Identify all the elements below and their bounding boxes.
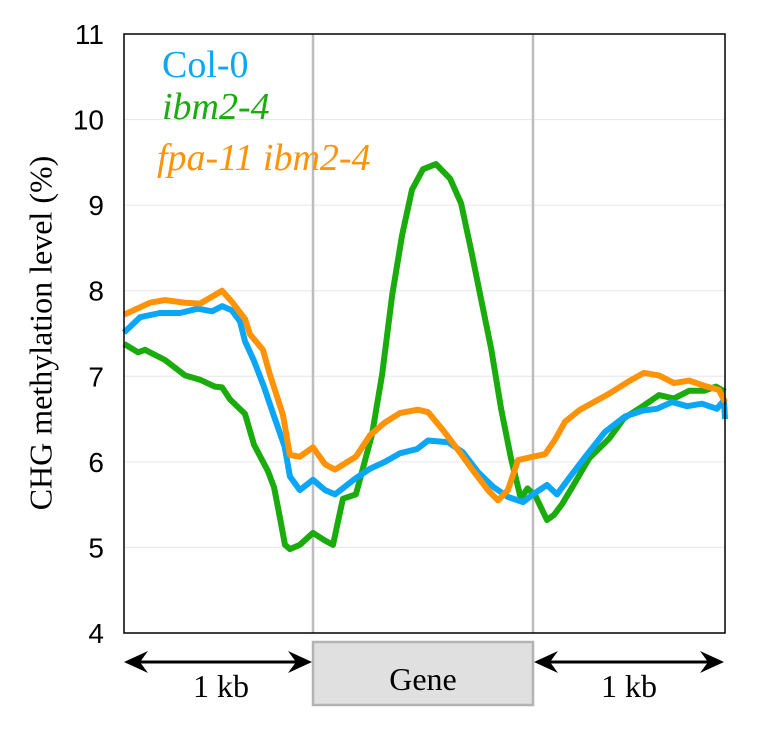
arrowhead-right-icon <box>288 651 312 673</box>
legend-entry-fpa-11-ibm2-4: fpa-11 ibm2-4 <box>157 137 371 179</box>
series-line-ibm2-4 <box>122 161 727 553</box>
gene-box <box>311 640 535 707</box>
plot-frame <box>123 33 726 634</box>
y-tick-label: 4 <box>88 618 104 649</box>
arrowhead-right-icon <box>700 651 724 673</box>
upstream-arrow <box>124 651 312 673</box>
y-tick-label: 6 <box>88 447 104 478</box>
y-tick-label: 5 <box>88 532 104 563</box>
series-lines <box>121 161 728 553</box>
gene-boundary-lines <box>311 34 535 633</box>
arrowhead-left-icon <box>124 651 148 673</box>
legend-entry-ibm2-4: ibm2-4 <box>162 86 270 128</box>
upstream-label: 1 kb <box>193 668 249 704</box>
y-tick-label: 10 <box>73 105 104 136</box>
arrowhead-left-icon <box>534 651 558 673</box>
downstream-arrow <box>534 651 724 673</box>
y-tick-label: 7 <box>88 361 104 392</box>
gene-schematic: 1 kb Gene 1 kb <box>124 640 724 707</box>
series-line-fpa-11-ibm2-4 <box>122 287 728 504</box>
series-line-col-0 <box>121 303 728 506</box>
legend: Col-0 ibm2-4 fpa-11 ibm2-4 <box>157 44 371 179</box>
y-tick-labels: 4 5 6 7 8 9 10 11 <box>73 19 104 649</box>
legend-entry-col-0: Col-0 <box>162 44 249 86</box>
downstream-label: 1 kb <box>601 668 657 704</box>
y-axis-title: CHG methylation level (%) <box>22 156 58 511</box>
y-tick-label: 9 <box>88 190 104 221</box>
gridlines <box>124 119 725 548</box>
y-tick-label: 11 <box>75 19 104 50</box>
y-tick-label: 8 <box>88 276 104 307</box>
gene-label: Gene <box>389 661 457 697</box>
